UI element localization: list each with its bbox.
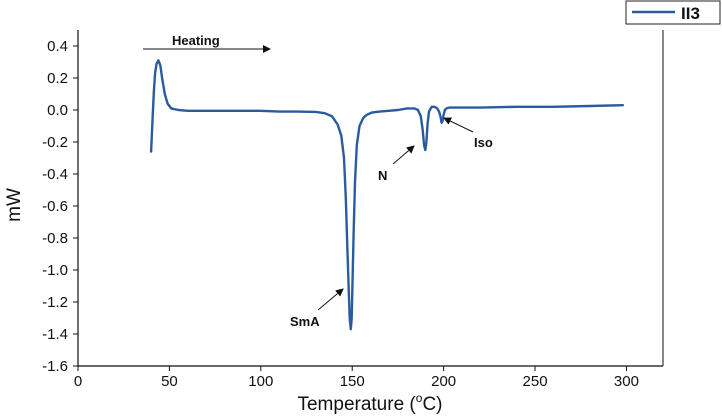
y-axis-title: mW xyxy=(4,188,25,222)
x-axis-title: Temperature (oC) xyxy=(297,391,442,415)
y-tick-label: -1.0 xyxy=(42,262,68,279)
legend: II3 xyxy=(625,0,721,25)
legend-label: II3 xyxy=(681,4,700,23)
y-tick-label: 0.2 xyxy=(47,70,68,87)
x-tick-label: 150 xyxy=(340,373,365,390)
x-tick-label: 50 xyxy=(161,373,178,390)
y-tick-label: -1.4 xyxy=(42,326,68,343)
y-tick-label: 0.0 xyxy=(47,102,68,119)
sma-label: SmA xyxy=(290,314,320,329)
x-tick-label: 100 xyxy=(248,373,273,390)
y-tick-label: -0.8 xyxy=(42,230,68,247)
y-tick-label: -0.4 xyxy=(42,166,68,183)
x-tick-label: 250 xyxy=(523,373,548,390)
iso-arrow xyxy=(443,117,474,133)
x-tick-label: 0 xyxy=(74,373,82,390)
n-arrow xyxy=(392,145,415,165)
y-tick-label: -1.6 xyxy=(42,358,68,375)
x-tick-label: 200 xyxy=(431,373,456,390)
y-ticks: 0.4 0.2 0.0 -0.2 -0.4 -0.6 -0.8 -1.0 -1.2 -1.4 -1.… xyxy=(42,38,78,375)
y-tick-label: 0.4 xyxy=(47,38,68,55)
iso-label: Iso xyxy=(474,135,493,150)
n-label: N xyxy=(378,168,387,183)
x-tick-label: 300 xyxy=(614,373,639,390)
sma-arrow xyxy=(317,288,344,311)
series-line-ii3 xyxy=(149,59,624,331)
x-ticks: 0 50 100 150 200 250 300 xyxy=(74,366,639,390)
y-tick-label: -0.2 xyxy=(42,134,68,151)
y-tick-label: -0.6 xyxy=(42,198,68,215)
y-tick-label: -1.2 xyxy=(42,294,68,311)
heating-label: Heating xyxy=(172,33,220,48)
